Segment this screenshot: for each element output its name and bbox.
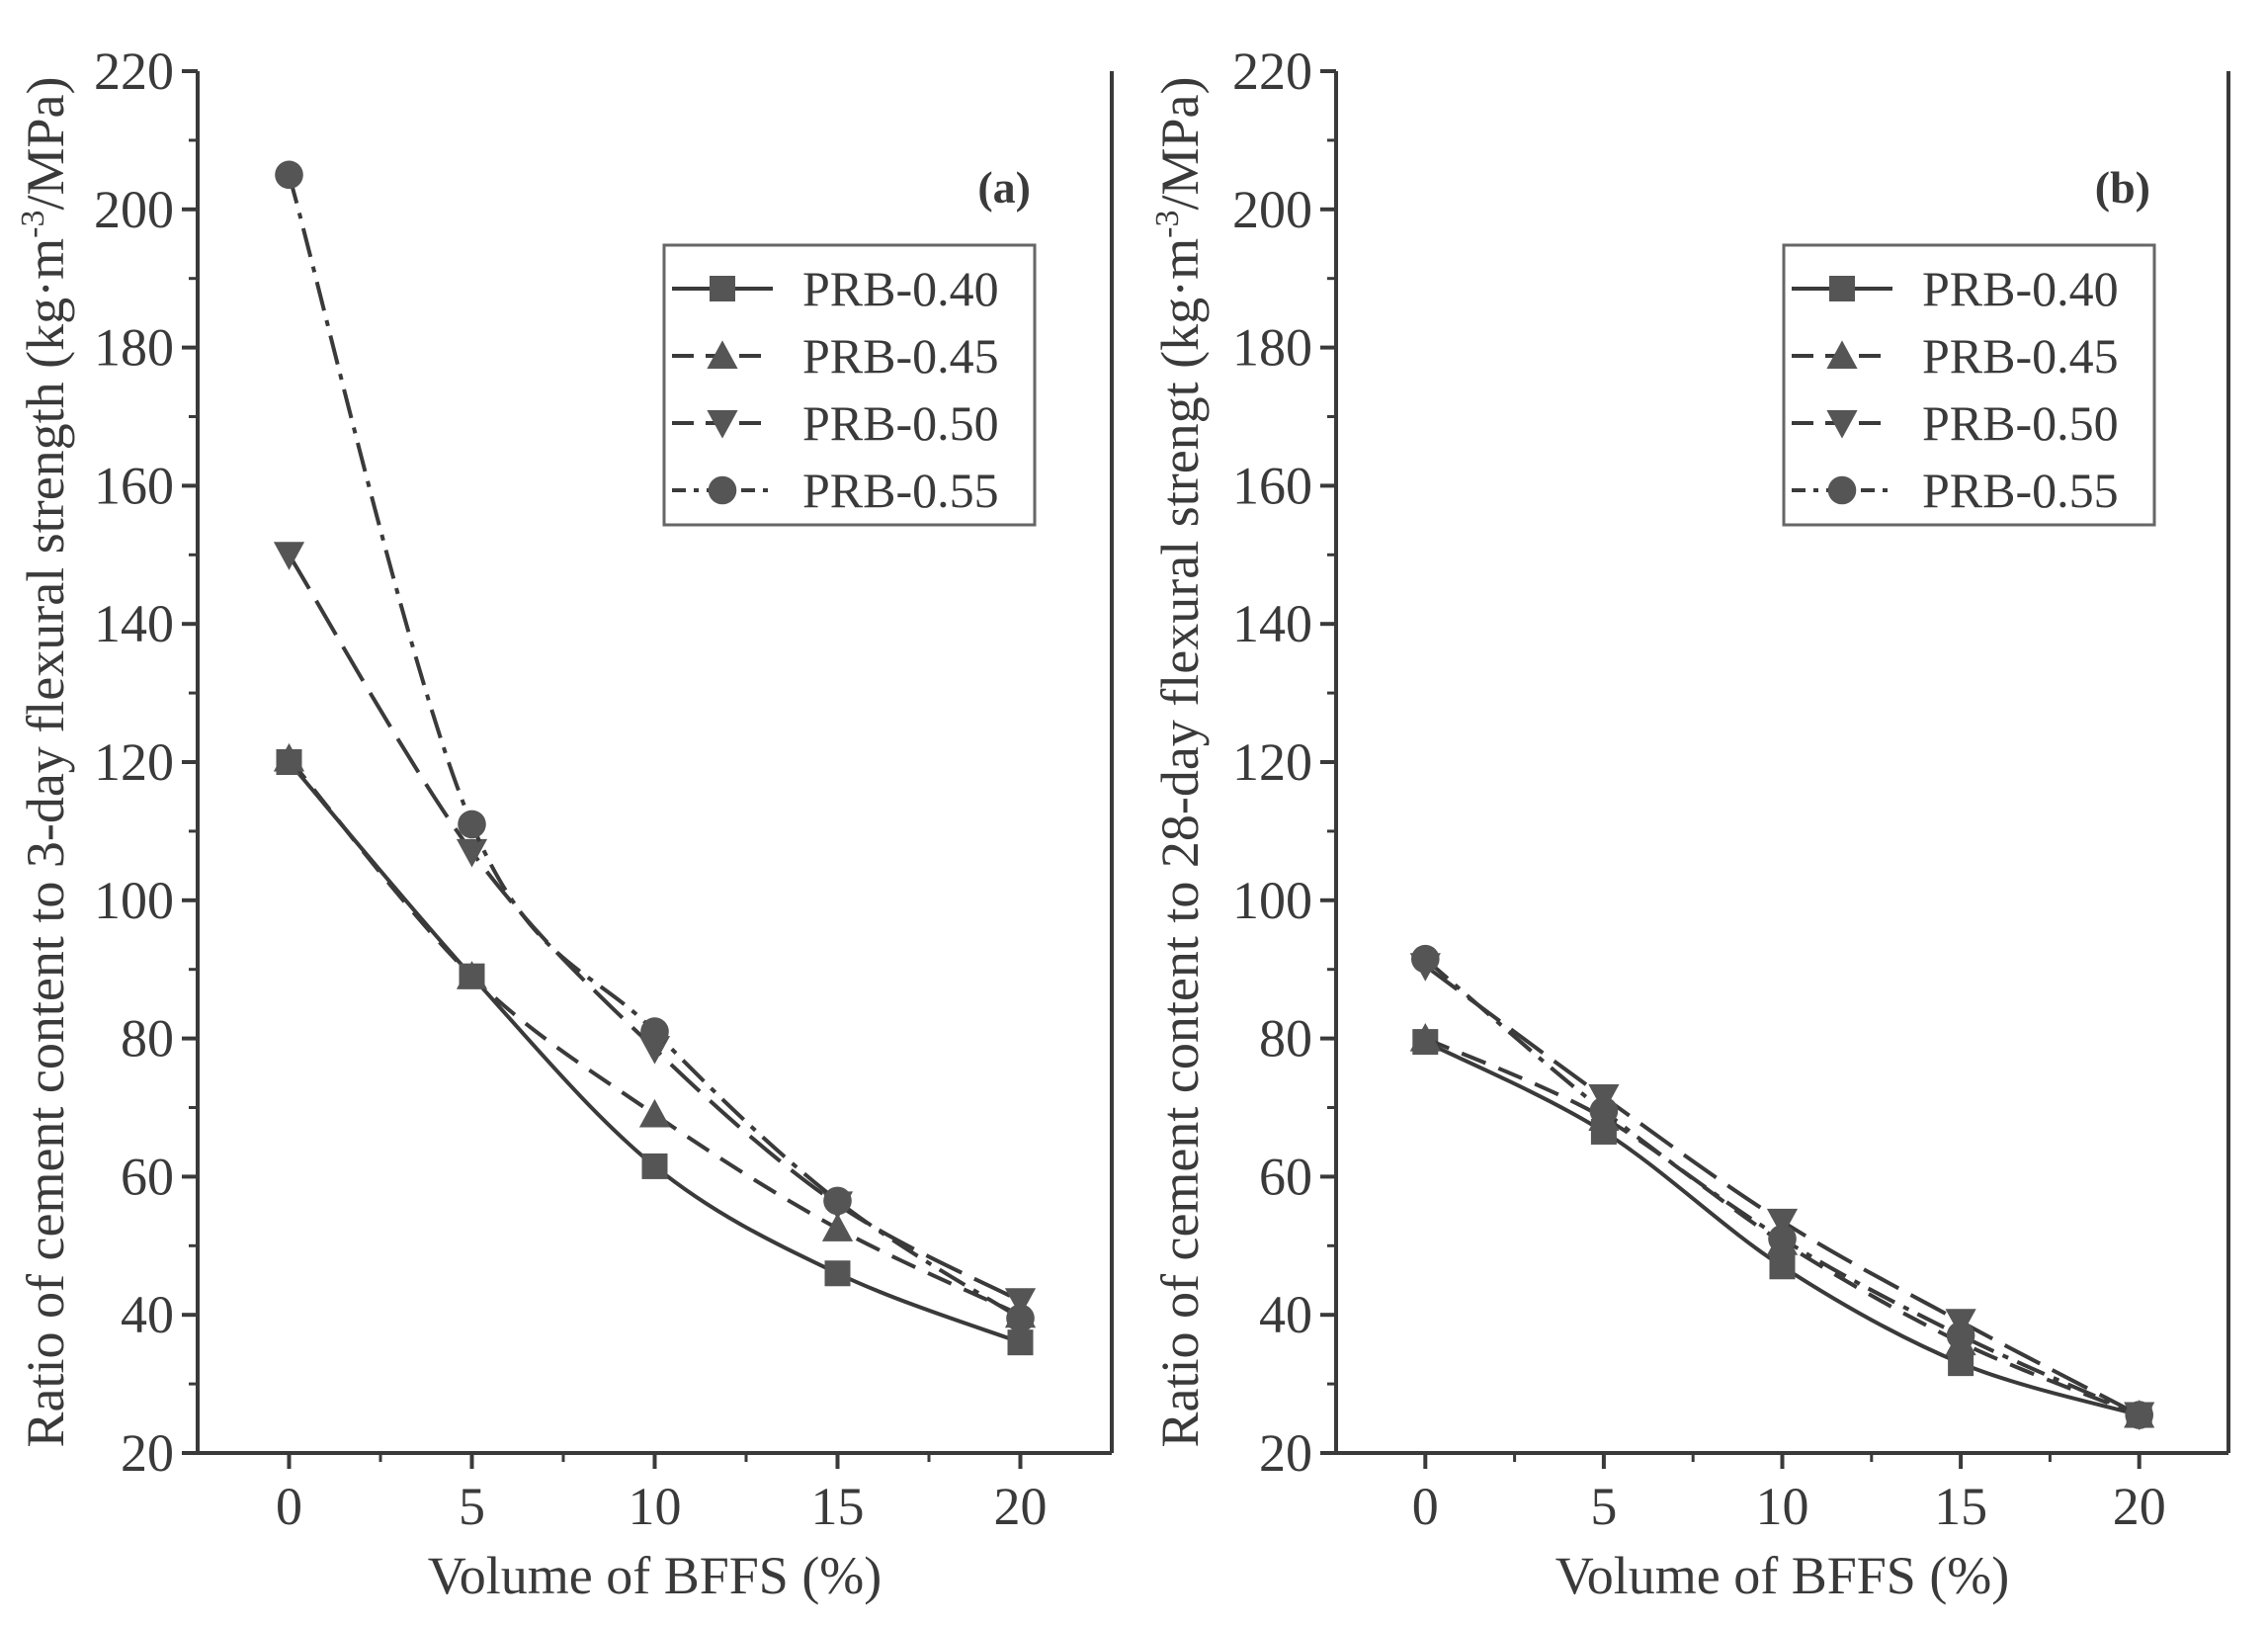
panel-label: (b) bbox=[2095, 162, 2150, 213]
series-line-PRB-0.55 bbox=[1424, 957, 2141, 1417]
data-point-PRB-0.55 bbox=[458, 810, 486, 839]
data-point-PRB-0.45 bbox=[456, 961, 488, 989]
data-point-PRB-0.55 bbox=[640, 1017, 669, 1046]
y-tick-label: 220 bbox=[1232, 42, 1312, 101]
data-point-PRB-0.50 bbox=[273, 542, 305, 570]
data-point-PRB-0.55 bbox=[1006, 1304, 1035, 1332]
data-point-PRB-0.40 bbox=[641, 1153, 668, 1179]
series-line-PRB-0.45 bbox=[287, 757, 1022, 1318]
y-tick-label: 100 bbox=[1232, 871, 1312, 930]
data-point-PRB-0.55 bbox=[1768, 1225, 1797, 1253]
y-axis-title-unit: /MPa) bbox=[1150, 77, 1210, 211]
legend-marker bbox=[707, 340, 738, 369]
legend-marker bbox=[710, 276, 735, 301]
data-point-PRB-0.40 bbox=[1769, 1253, 1796, 1280]
y-tick-label: 20 bbox=[121, 1423, 174, 1483]
legend-label: PRB-0.55 bbox=[802, 463, 999, 518]
legend: PRB-0.40 PRB-0.45 PRB-0.50 PRB-0.55 bbox=[1782, 243, 2156, 527]
y-tick-label: 60 bbox=[1259, 1147, 1312, 1206]
y-tick-label: 20 bbox=[1259, 1423, 1312, 1483]
y-axis-title-sup: -3 bbox=[1149, 211, 1186, 238]
data-point-PRB-0.45 bbox=[273, 742, 305, 772]
x-tick-label: 5 bbox=[459, 1477, 485, 1536]
data-point-PRB-0.55 bbox=[275, 160, 303, 190]
y-tick-label: 40 bbox=[1259, 1285, 1312, 1344]
x-tick-label: 15 bbox=[811, 1477, 865, 1536]
y-tick-label: 140 bbox=[1232, 594, 1312, 653]
y-tick-label: 200 bbox=[94, 180, 174, 239]
legend: PRB-0.40 PRB-0.45 PRB-0.50 PRB-0.55 bbox=[662, 243, 1037, 527]
x-tick-label: 20 bbox=[994, 1477, 1048, 1536]
data-point-PRB-0.55 bbox=[2125, 1401, 2153, 1429]
data-point-PRB-0.50 bbox=[1004, 1288, 1037, 1317]
series-line-PRB-0.50 bbox=[1424, 964, 2141, 1417]
y-tick-label: 80 bbox=[1259, 1009, 1312, 1069]
legend-label: PRB-0.45 bbox=[1922, 328, 2119, 384]
series-line-PRB-0.50 bbox=[287, 554, 1022, 1303]
x-tick-label: 0 bbox=[276, 1477, 302, 1536]
legend-marker bbox=[707, 410, 738, 439]
data-point-PRB-0.55 bbox=[1589, 1096, 1619, 1126]
panel-a: 20 40 60 80 100 120 140 160 180 200 220 0 5 10 15 20 Vol… bbox=[15, 42, 1114, 1605]
data-point-PRB-0.50 bbox=[1766, 1208, 1799, 1238]
y-tick-label: 140 bbox=[94, 594, 174, 653]
legend-label: PRB-0.55 bbox=[1922, 463, 2119, 518]
y-tick-label: 180 bbox=[94, 318, 174, 378]
x-axis-title: Volume of BFFS (%) bbox=[1555, 1546, 2010, 1605]
legend-label: PRB-0.40 bbox=[802, 261, 999, 316]
y-tick-label: 100 bbox=[94, 871, 174, 930]
x-tick-label: 5 bbox=[1590, 1477, 1617, 1536]
series-line-PRB-0.55 bbox=[287, 174, 1022, 1321]
x-tick-label: 10 bbox=[1756, 1477, 1809, 1536]
y-tick-label: 60 bbox=[121, 1147, 174, 1206]
panel-label: (a) bbox=[977, 162, 1031, 213]
legend-label: PRB-0.45 bbox=[802, 328, 999, 384]
data-point-PRB-0.55 bbox=[1946, 1321, 1975, 1350]
legend-marker bbox=[1826, 410, 1858, 439]
y-axis-title-main: Ratio of cement content to 3-day flexura… bbox=[16, 238, 75, 1448]
y-axis-title-unit: /MPa) bbox=[16, 77, 75, 211]
data-point-PRB-0.40 bbox=[1007, 1329, 1034, 1356]
data-point-PRB-0.45 bbox=[821, 1213, 854, 1241]
data-point-PRB-0.40 bbox=[824, 1260, 851, 1287]
data-point-PRB-0.50 bbox=[456, 838, 488, 868]
legend-label: PRB-0.50 bbox=[1922, 395, 2119, 451]
x-tick-label: 20 bbox=[2113, 1477, 2166, 1536]
y-tick-label: 200 bbox=[1232, 180, 1312, 239]
x-tick-label: 15 bbox=[1934, 1477, 1987, 1536]
data-point-PRB-0.55 bbox=[1411, 944, 1440, 974]
panel-b: 20 40 60 80 100 120 140 160 180 200 220 0 5 10 15 20 Vol… bbox=[1149, 42, 2230, 1605]
y-tick-label: 160 bbox=[1232, 456, 1312, 515]
y-tick-label: 40 bbox=[121, 1285, 174, 1344]
y-axis-title-sup: -3 bbox=[15, 211, 51, 238]
legend-marker bbox=[708, 475, 737, 505]
y-tick-label: 180 bbox=[1232, 318, 1312, 378]
legend-marker bbox=[1826, 340, 1858, 369]
y-axis-title-main: Ratio of cement content to 28-day flexur… bbox=[1150, 238, 1210, 1448]
legend-marker bbox=[1829, 276, 1855, 301]
x-tick-label: 10 bbox=[629, 1477, 682, 1536]
y-tick-label: 160 bbox=[94, 456, 174, 515]
x-tick-label: 0 bbox=[1412, 1477, 1439, 1536]
x-axis-title: Volume of BFFS (%) bbox=[428, 1546, 882, 1605]
y-tick-label: 220 bbox=[94, 42, 174, 101]
legend-label: PRB-0.40 bbox=[1922, 261, 2119, 316]
legend-marker bbox=[1827, 475, 1857, 505]
y-axis-title: Ratio of cement content to 3-day flexura… bbox=[15, 77, 75, 1448]
data-point-PRB-0.45 bbox=[638, 1098, 671, 1128]
y-tick-label: 120 bbox=[94, 732, 174, 792]
y-tick-label: 120 bbox=[1232, 732, 1312, 792]
data-point-PRB-0.55 bbox=[823, 1186, 852, 1216]
data-point-PRB-0.45 bbox=[1409, 1023, 1441, 1052]
y-axis-title: Ratio of cement content to 28-day flexur… bbox=[1149, 77, 1210, 1448]
y-tick-label: 80 bbox=[121, 1009, 174, 1069]
legend-label: PRB-0.50 bbox=[802, 395, 999, 451]
